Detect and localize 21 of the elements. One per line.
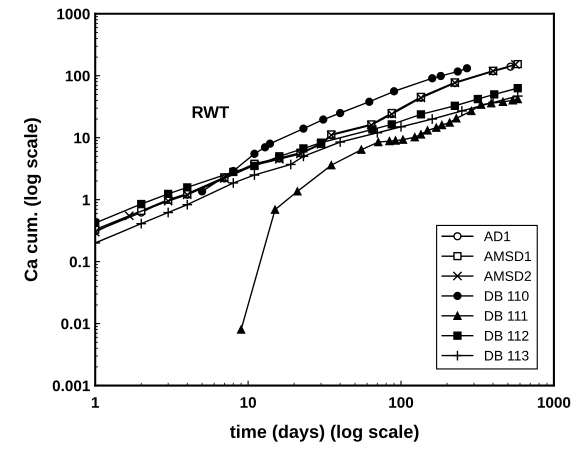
y-tick-label: 0.01 <box>61 318 90 330</box>
legend-label: DB 111 <box>484 311 528 321</box>
y-axis-title: Ca cum. (log scale) <box>24 118 42 282</box>
legend-label: AMSD1 <box>484 251 532 262</box>
x-tick-label: 10 <box>240 397 256 408</box>
x-tick-label: 100 <box>389 397 414 408</box>
y-tick-label: 1 <box>82 194 90 206</box>
legend-label: DB 110 <box>484 291 529 301</box>
legend-label: AMSD2 <box>484 271 531 282</box>
y-tick-label: 10 <box>74 132 90 144</box>
y-tick-label: 1000 <box>57 8 90 20</box>
y-tick-label: 0.1 <box>70 256 90 268</box>
x-tick-label: 1000 <box>538 397 570 408</box>
y-tick-label: 0.001 <box>52 380 90 392</box>
legend-label: DB 112 <box>484 330 528 341</box>
x-axis-title: time (days) (log scale) <box>230 424 418 442</box>
legend-label: DB 113 <box>484 350 529 361</box>
legend-label: AD1 <box>484 232 510 242</box>
annotation: RWT <box>192 106 230 118</box>
y-tick-label: 100 <box>66 70 90 82</box>
x-tick-label: 1 <box>92 397 100 408</box>
